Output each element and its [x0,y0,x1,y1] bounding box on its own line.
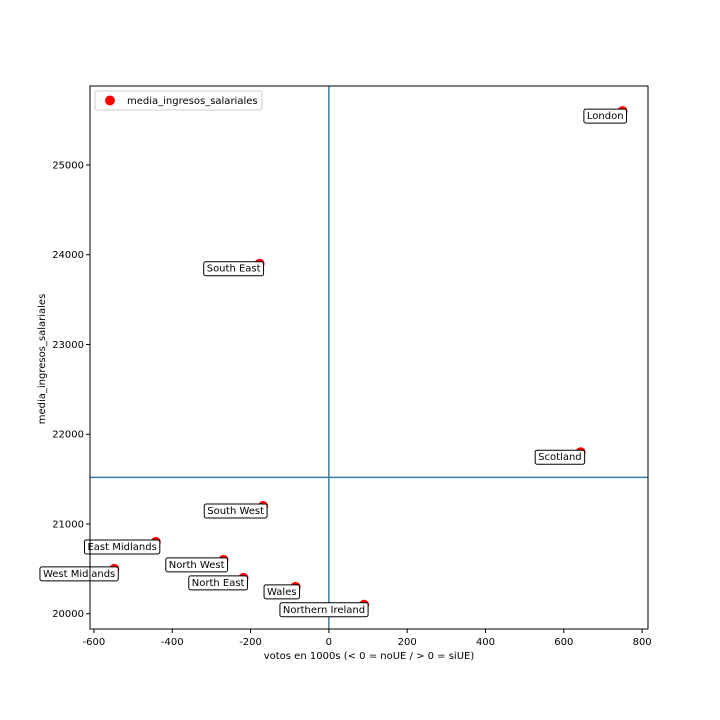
reference-lines [90,86,648,629]
point-label: North East [188,575,248,591]
point-label-text: North East [192,578,245,589]
x-tick-label: 200 [398,637,417,648]
point-label-box [203,503,268,519]
point-label-box [583,108,628,124]
point-label-text: West Midlands [43,569,115,580]
legend: media_ingresos_salariales [94,90,263,111]
point-label-text: Wales [267,587,297,598]
point-label-box [279,602,369,618]
x-tick-label: -200 [239,637,262,648]
point-label: Northern Ireland [279,602,369,618]
point-label: London [583,108,628,124]
x-tick-label: 600 [554,637,573,648]
point-label: South West [203,503,268,519]
point-label-text: South East [207,264,261,275]
point-label-text: Northern Ireland [283,605,365,616]
point-label-text: South West [207,506,264,517]
y-tick-label: 22000 [52,430,84,441]
legend-marker [105,95,115,106]
point-label-box [165,557,229,573]
x-tick-label: -400 [161,637,184,648]
x-tick-label: 800 [633,637,652,648]
plot-area [90,86,648,629]
point-label-box [39,566,119,582]
plot-frame [89,85,649,630]
point-label: Wales [263,584,301,600]
x-axis-label: votos en 1000s (< 0 = noUE / > 0 = siUE) [264,651,475,662]
y-axis-ticks: 20000 21000 22000 23000 24000 25000 [52,160,90,620]
point-label-text: Scotland [538,452,581,463]
point-label-text: North West [169,560,225,571]
point-label-box [188,575,248,591]
x-axis-ticks: -600 -400 -200 0 200 400 600 800 [83,629,652,648]
legend-entry: media_ingresos_salariales [127,96,258,107]
point-label: Scotland [534,449,586,465]
point-label-box [203,261,265,277]
legend-box [94,90,263,111]
point-label: South East [203,261,265,277]
y-tick-label: 21000 [52,519,84,530]
point-labels: London South East Scotland South West East M… [39,108,628,618]
point-label: West Midlands [39,566,119,582]
x-tick-label: -600 [83,637,106,648]
point-label-box [534,449,586,465]
y-tick-label: 24000 [52,250,84,261]
point-label: East Midlands [83,539,161,555]
x-tick-label: 400 [476,637,495,648]
y-tick-label: 23000 [52,340,84,351]
x-tick-label: 0 [326,637,332,648]
point-label-box [83,539,161,555]
point-label-text: London [587,111,624,122]
point-label: North West [165,557,229,573]
point-label-box [263,584,301,600]
y-axis-label: media_ingresos_salariales [37,294,48,425]
point-label-text: East Midlands [87,542,156,553]
y-tick-label: 25000 [52,160,84,171]
y-tick-label: 20000 [52,609,84,620]
